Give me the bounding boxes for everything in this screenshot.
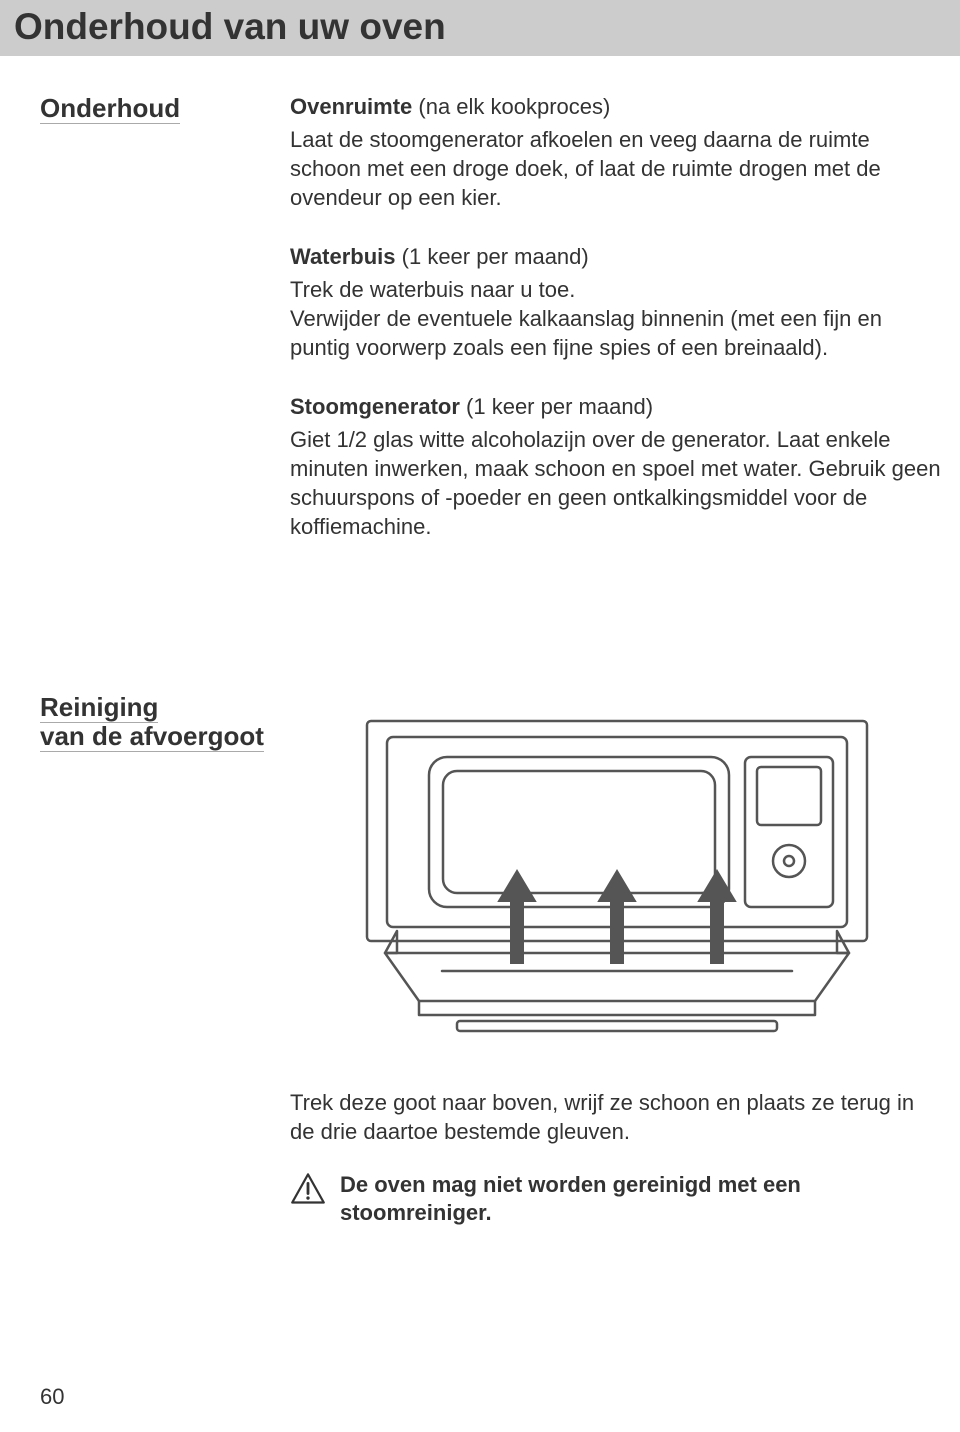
page-title-bar: Onderhoud van uw oven — [0, 0, 960, 56]
warning-icon — [290, 1171, 326, 1214]
body-waterbuis: Trek de waterbuis naar u toe. Verwijder … — [290, 275, 944, 362]
page-title: Onderhoud van uw oven — [14, 6, 946, 48]
body-onderhoud: Ovenruimte (na elk kookproces) Laat de s… — [290, 92, 950, 571]
side-heading-reiniging-line2: van de afvoergoot — [40, 721, 264, 752]
side-heading-reiniging-line1: Reiniging — [40, 692, 158, 723]
block-waterbuis: Waterbuis (1 keer per maand) Trek de wat… — [290, 242, 944, 362]
side-heading-onderhoud: Onderhoud — [40, 92, 290, 571]
heading-ovenruimte: Ovenruimte (na elk kookproces) — [290, 92, 944, 121]
heading-ovenruimte-bold: Ovenruimte — [290, 94, 412, 119]
side-heading-text: Onderhoud — [40, 93, 180, 124]
warning-row: De oven mag niet worden gereinigd met ee… — [290, 1171, 944, 1228]
heading-stoomgenerator-bold: Stoomgenerator — [290, 394, 460, 419]
heading-stoomgenerator: Stoomgenerator (1 keer per maand) — [290, 392, 944, 421]
section-onderhoud: Onderhoud Ovenruimte (na elk kookproces)… — [40, 92, 950, 571]
heading-waterbuis: Waterbuis (1 keer per maand) — [290, 242, 944, 271]
heading-ovenruimte-rest: (na elk kookproces) — [412, 94, 610, 119]
heading-stoomgenerator-rest: (1 keer per maand) — [460, 394, 653, 419]
page-content: Onderhoud Ovenruimte (na elk kookproces)… — [0, 56, 960, 1228]
side-heading-reiniging: Reiniging van de afvoergoot — [40, 691, 290, 1227]
warning-text: De oven mag niet worden gereinigd met ee… — [340, 1171, 944, 1228]
block-ovenruimte: Ovenruimte (na elk kookproces) Laat de s… — [290, 92, 944, 212]
section-reiniging: Reiniging van de afvoergoot — [40, 691, 950, 1227]
oven-diagram — [347, 701, 887, 1041]
heading-waterbuis-bold: Waterbuis — [290, 244, 396, 269]
reiniging-note-text: Trek deze goot naar boven, wrijf ze scho… — [290, 1088, 944, 1146]
oven-figure — [290, 701, 944, 1048]
reiniging-note: Trek deze goot naar boven, wrijf ze scho… — [290, 1088, 944, 1146]
page-number: 60 — [40, 1384, 64, 1410]
block-stoomgenerator: Stoomgenerator (1 keer per maand) Giet 1… — [290, 392, 944, 541]
body-ovenruimte: Laat de stoomgenerator afkoelen en veeg … — [290, 125, 944, 212]
body-stoomgenerator: Giet 1/2 glas witte alcoholazijn over de… — [290, 425, 944, 541]
heading-waterbuis-rest: (1 keer per maand) — [396, 244, 589, 269]
body-reiniging: Trek deze goot naar boven, wrijf ze scho… — [290, 691, 950, 1227]
